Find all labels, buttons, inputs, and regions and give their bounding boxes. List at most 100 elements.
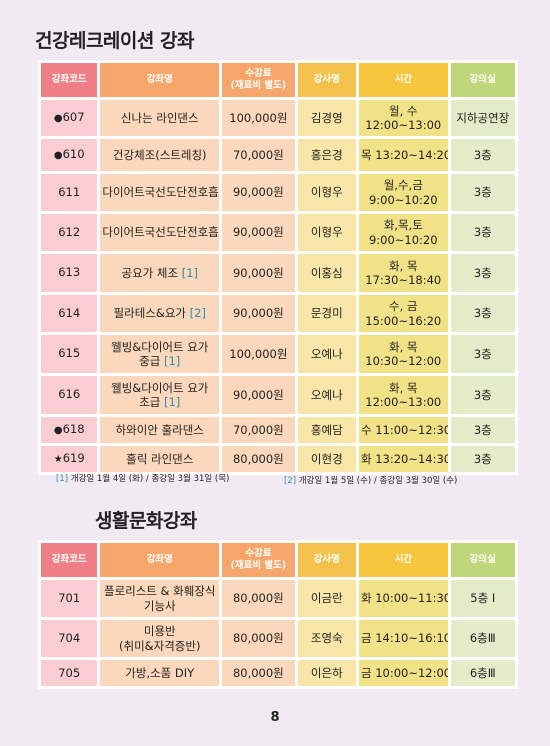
page-number: 8 xyxy=(270,710,280,725)
header-name: 강좌명 xyxy=(100,63,220,97)
course-name: 다이어트국선도단전호흡B xyxy=(100,214,220,251)
course-name-line1: 홀릭 라인댄스 xyxy=(126,451,194,466)
footnote-2: [2] 개강일 1월 5일 (수) / 종강일 3월 30일 (수) xyxy=(284,474,457,486)
class-time-line2: 12:00~13:00 xyxy=(365,395,442,409)
classroom: 6층Ⅲ xyxy=(450,620,515,657)
class-time-line1: 화, 목 xyxy=(389,339,418,354)
class-time: 금 14:10~16:10 xyxy=(358,620,448,657)
classroom: 3층 xyxy=(450,417,515,443)
table-row: 701 플로리스트 & 화훼장식 기능사 80,000원 이금란 화 10:00~11:3… xyxy=(41,580,515,617)
class-time-line1: 월, 수 xyxy=(389,103,418,118)
table-row: 613 공요가 체조 [1] 90,000원 이홍심 화, 목 17:30~18:40 3층 xyxy=(41,254,515,292)
course-code: 612 xyxy=(41,214,98,251)
table-row: ★619 홀릭 라인댄스 80,000원 이현경 화 13:20~14:30 3층 xyxy=(41,446,515,472)
course-name-line1: 건강체조(스트레칭) xyxy=(112,147,207,162)
class-time-line1: 월,수,금 xyxy=(383,178,423,193)
instructor-name: 오예나 xyxy=(297,376,356,414)
course-name-line1: 다이어트국선도단전호흡B xyxy=(102,225,220,240)
course-code: ●607 xyxy=(41,100,98,136)
footnote-ref: [2] xyxy=(189,306,206,321)
footnote-2-text: 개강일 1월 5일 (수) / 종강일 3월 30일 (수) xyxy=(296,476,458,486)
course-code: 701 xyxy=(41,580,98,617)
instructor-name: 홍은경 xyxy=(297,139,356,171)
code-value: 615 xyxy=(58,346,81,361)
course-fee: 90,000원 xyxy=(222,254,295,292)
table-header-row: 강좌코드 강좌명 수강료 (재료비 별도) 강사명 시간 강의실 xyxy=(41,63,515,97)
header-fee-line2: (재료비 별도) xyxy=(230,560,287,571)
code-mark: ★ xyxy=(53,454,63,466)
class-time: 수 11:00~12:30 xyxy=(358,417,448,443)
instructor-name: 이형우 xyxy=(297,174,356,211)
code-mark: ● xyxy=(53,113,63,125)
instructor-name: 이은하 xyxy=(297,660,356,686)
class-time-line1: 목 13:20~14:20 xyxy=(360,147,448,162)
course-name-line1: 미용반 xyxy=(143,624,176,639)
code-mark: ● xyxy=(53,150,63,162)
course-name: 웰빙&다이어트 요가 중급 [1] xyxy=(100,335,220,373)
code-value: 613 xyxy=(58,265,81,280)
course-code: 615 xyxy=(41,335,98,373)
class-time: 월, 수 12:00~13:00 xyxy=(358,100,448,136)
course-name: 홀릭 라인댄스 xyxy=(100,446,220,472)
header-code: 강좌코드 xyxy=(41,543,98,577)
course-code: 616 xyxy=(41,376,98,414)
course-name-line1: 플로리스트 & 화훼장식 xyxy=(103,584,216,599)
course-fee: 80,000원 xyxy=(222,446,295,472)
class-time: 화, 목 17:30~18:40 xyxy=(358,254,448,292)
course-name-line1: 웰빙&다이어트 요가 xyxy=(111,380,209,395)
course-name-line1: 신나는 라인댄스 xyxy=(120,110,199,125)
table-row: 705 가방,소품 DIY 80,000원 이은하 금 10:00~12:00 6층Ⅲ xyxy=(41,660,515,686)
table-row: 612 다이어트국선도단전호흡B 90,000원 이형우 화,목,토 9:00~10:20… xyxy=(41,214,515,251)
table-row: 704 미용반 (취미&자격증반) 80,000원 조영숙 금 14:10~16:10 6층… xyxy=(41,620,515,657)
course-fee: 70,000원 xyxy=(222,417,295,443)
course-code: 613 xyxy=(41,254,98,292)
course-code: 611 xyxy=(41,174,98,211)
course-fee: 90,000원 xyxy=(222,376,295,414)
classroom: 3층 xyxy=(450,376,515,414)
class-time-line2: 10:30~12:00 xyxy=(365,354,442,368)
instructor-name: 홍예담 xyxy=(297,417,356,443)
class-time: 화 10:00~11:30 xyxy=(358,580,448,617)
instructor-name: 김경영 xyxy=(297,100,356,136)
course-name-line1: 가방,소품 DIY xyxy=(125,665,195,680)
class-time-line2: 17:30~18:40 xyxy=(365,273,442,287)
course-name: 건강체조(스트레칭) xyxy=(100,139,220,171)
footnote-ref: [1] xyxy=(164,395,181,409)
class-time-line2: 15:00~16:20 xyxy=(365,313,442,328)
class-time-line1: 수, 금 xyxy=(389,299,418,314)
header-instructor: 강사명 xyxy=(297,543,356,577)
course-name-line1: 다이어트국선도단전호흡A xyxy=(102,185,220,200)
class-time: 화, 목 10:30~12:00 xyxy=(358,335,448,373)
course-name-line2: (취미&자격증반) xyxy=(119,638,201,653)
course-name-line2: 기능사 xyxy=(143,598,176,613)
table-row: ●610 건강체조(스트레칭) 70,000원 홍은경 목 13:20~14:20 3층 xyxy=(41,139,515,171)
classroom: 3층 xyxy=(450,214,515,251)
course-fee: 100,000원 xyxy=(222,335,295,373)
health-course-table: 강좌코드 강좌명 수강료 (재료비 별도) 강사명 시간 강의실 ●607 신나는 … xyxy=(38,60,518,475)
course-name: 공요가 체조 [1] xyxy=(100,254,220,292)
header-name: 강좌명 xyxy=(100,543,220,577)
header-fee: 수강료 (재료비 별도) xyxy=(222,543,295,577)
code-value: 618 xyxy=(62,422,85,437)
footnote-ref: [1] xyxy=(164,354,181,368)
header-code: 강좌코드 xyxy=(41,63,98,97)
footnote-1: [1] 개강일 1월 4일 (화) / 종강일 3월 31일 (목) xyxy=(56,472,229,484)
course-name-line2: 중급 xyxy=(139,354,164,368)
table-row: 614 필라테스&요가 [2] 90,000원 문경미 수, 금 15:00~16:20 3… xyxy=(41,295,515,332)
class-time-line1: 화 13:20~14:30 xyxy=(360,451,448,466)
classroom: 3층 xyxy=(450,335,515,373)
course-code: 614 xyxy=(41,295,98,332)
class-time: 수, 금 15:00~16:20 xyxy=(358,295,448,332)
instructor-name: 이홍심 xyxy=(297,254,356,292)
classroom: 3층 xyxy=(450,139,515,171)
code-value: 616 xyxy=(58,387,81,402)
course-name: 플로리스트 & 화훼장식 기능사 xyxy=(100,580,220,617)
class-time: 월,수,금 9:00~10:20 xyxy=(358,174,448,211)
class-time: 화, 목 12:00~13:00 xyxy=(358,376,448,414)
course-name: 웰빙&다이어트 요가 초급 [1] xyxy=(100,376,220,414)
instructor-name: 오예나 xyxy=(297,335,356,373)
class-time-line1: 화, 목 xyxy=(389,380,418,395)
footnote-1-key: [1] xyxy=(56,474,69,484)
code-value: 619 xyxy=(62,451,85,466)
section-title-health: 건강레크레이션 강좌 xyxy=(35,30,194,52)
